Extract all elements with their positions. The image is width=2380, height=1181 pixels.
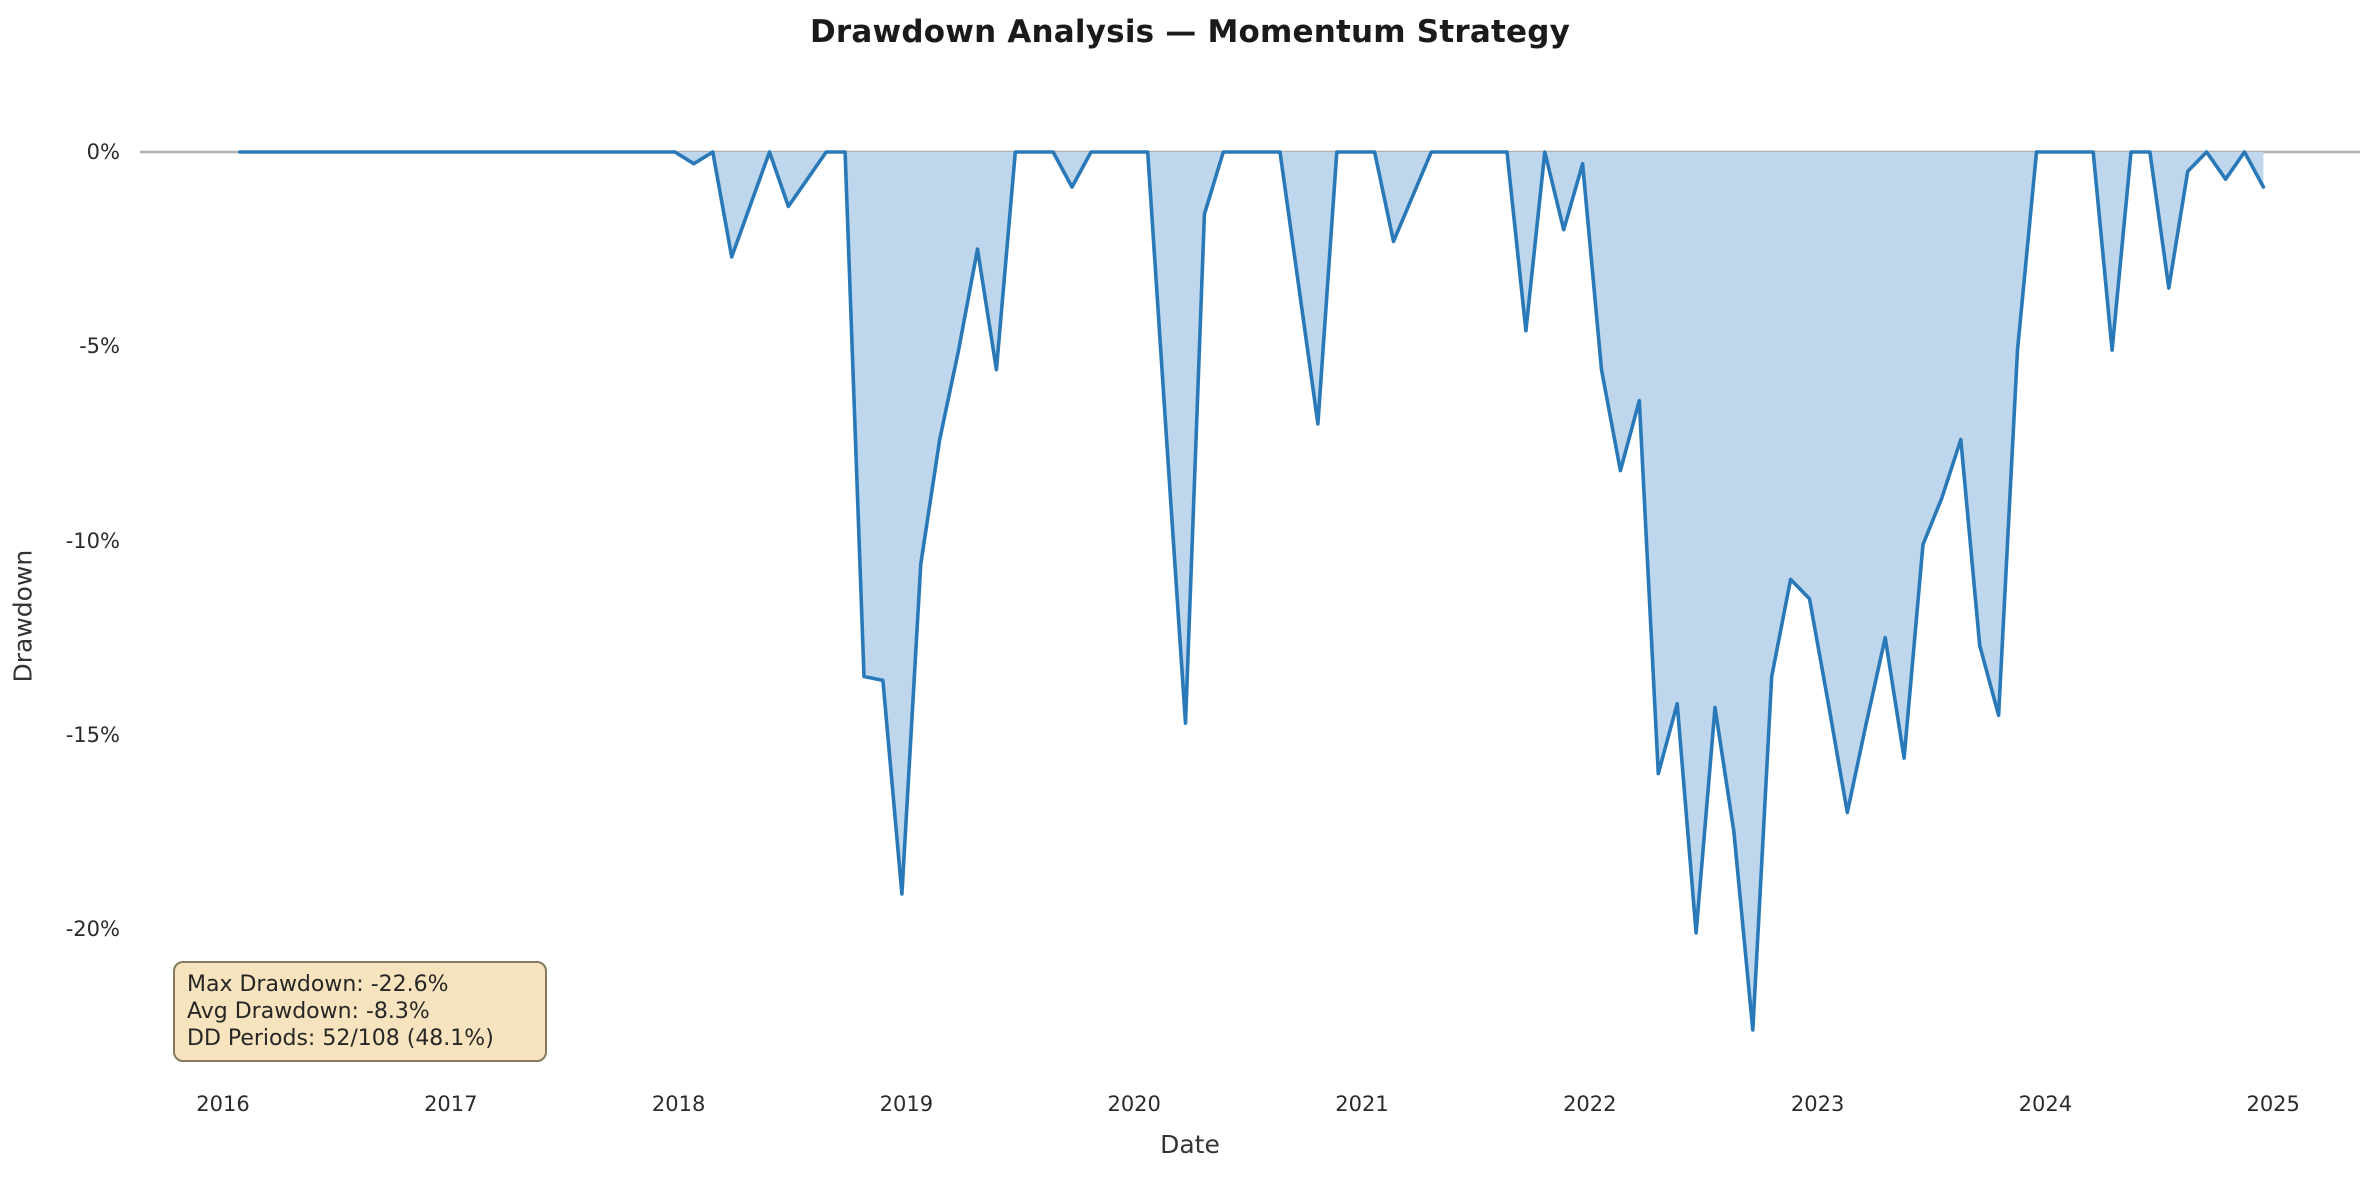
x-axis-title: Date: [1160, 1130, 1220, 1159]
chart-title: Drawdown Analysis — Momentum Strategy: [809, 14, 1570, 50]
x-tick-label: 2019: [879, 1092, 934, 1116]
annotation-max-drawdown: Max Drawdown: -22.6%: [187, 972, 449, 997]
x-tick-label: 2018: [651, 1092, 706, 1116]
x-tick-label: 2020: [1107, 1092, 1161, 1116]
x-tick-label: 2021: [1335, 1092, 1389, 1116]
annotation-avg-drawdown: Avg Drawdown: -8.3%: [187, 999, 430, 1024]
y-tick-label: 0%: [86, 140, 120, 164]
x-tick-label: 2023: [1790, 1092, 1845, 1116]
y-axis-title: Drawdown: [8, 549, 38, 683]
y-tick-label: -15%: [65, 722, 120, 747]
x-tick-label: 2025: [2246, 1092, 2300, 1116]
drawdown-line: [238, 150, 2266, 1032]
drawdown-area-fill: [240, 152, 2264, 1030]
y-tick-label: -10%: [65, 528, 120, 553]
x-tick-label: 2024: [2018, 1092, 2073, 1116]
y-tick-label: -20%: [65, 917, 120, 941]
x-tick-label: 2017: [424, 1092, 478, 1116]
annotation-dd-periods: DD Periods: 52/108 (48.1%): [187, 1026, 494, 1051]
x-tick-label: 2022: [1563, 1092, 1617, 1116]
x-tick-label: 2016: [196, 1092, 250, 1116]
y-tick-label: -5%: [79, 334, 120, 359]
stats-annotation-box: Max Drawdown: -22.6% Avg Drawdown: -8.3%…: [173, 961, 547, 1062]
